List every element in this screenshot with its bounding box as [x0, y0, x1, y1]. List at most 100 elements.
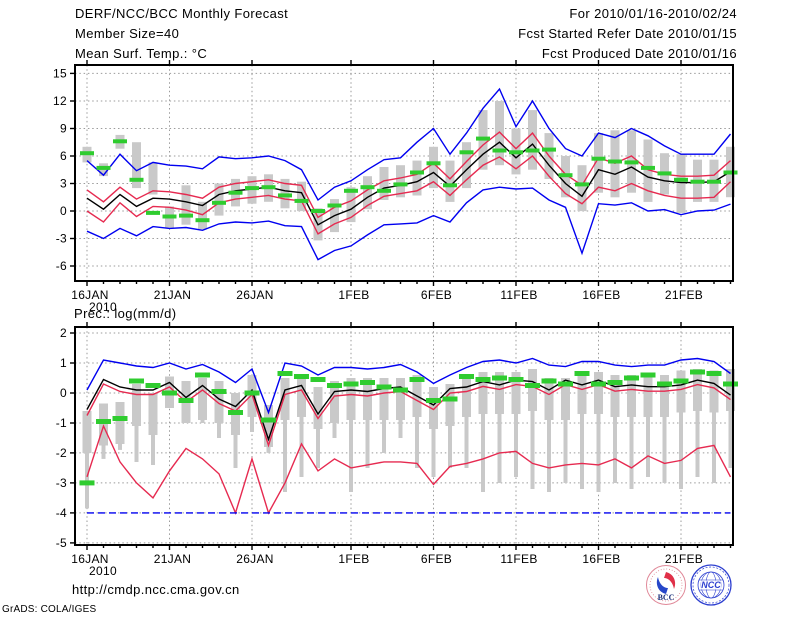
obs-dash: [525, 148, 540, 153]
obs-dash: [673, 378, 689, 384]
spread-bar: [643, 139, 653, 202]
obs-dash: [294, 374, 309, 379]
spread-bar-tail: [233, 435, 238, 468]
spread-bar-tail: [151, 435, 155, 465]
spread-bar-tail: [415, 417, 419, 468]
spread-bar-tail: [547, 420, 551, 492]
x-tick-label: 21FEB: [665, 288, 703, 302]
x-tick-label: 16FEB: [582, 552, 620, 566]
temp-chart-title: Mean Surf. Temp.: °C: [75, 46, 208, 61]
spread-bar: [132, 384, 141, 426]
obs-dash: [360, 185, 375, 190]
obs-dash: [113, 139, 127, 144]
spread-bar: [396, 378, 405, 420]
y-tick-label: -3: [56, 476, 67, 490]
obs-dash: [690, 179, 705, 184]
spread-bar-tail: [728, 411, 733, 468]
spread-bar-tail: [695, 411, 700, 477]
obs-dash: [129, 378, 144, 384]
obs-dash: [178, 398, 194, 403]
spread-bar: [544, 378, 554, 420]
spread-bar: [478, 372, 488, 414]
spread-bar: [280, 378, 290, 420]
spread-bar-tail: [530, 411, 535, 489]
spread-bar: [330, 381, 339, 423]
spread-bar: [726, 369, 735, 411]
x-tick-label: 11FEB: [500, 288, 537, 302]
spread-bar: [462, 142, 471, 189]
obs-dash: [508, 377, 524, 382]
y-tick-label: 12: [53, 94, 67, 108]
spread-bar: [379, 167, 389, 200]
spread-bar-tail: [382, 420, 386, 453]
series-ensemble-min-blue: [86, 186, 731, 261]
spread-bar: [577, 165, 587, 212]
obs-dash: [657, 381, 672, 387]
spread-bar: [462, 375, 471, 417]
spread-bar: [709, 370, 719, 413]
spread-bar-tail: [481, 414, 485, 492]
spread-bar: [693, 369, 702, 411]
spread-bar-tail: [514, 414, 518, 477]
x-tick-label: 1FEB: [338, 288, 369, 302]
obs-dash: [640, 372, 656, 378]
series-lower-spread-red: [86, 155, 731, 235]
bcc-label: BCC: [658, 593, 675, 602]
prec-chart-title: Prec.: log(mm/d): [74, 306, 177, 321]
y-tick-label: 2: [60, 326, 67, 340]
obs-dash: [360, 380, 375, 385]
spread-bar: [528, 110, 537, 170]
obs-dash: [327, 203, 342, 208]
spread-bar: [429, 146, 438, 189]
x-tick-label: 26JAN: [236, 552, 274, 566]
obs-dash: [426, 161, 441, 166]
obs-dash: [723, 170, 738, 175]
spread-bar: [594, 372, 603, 414]
obs-dash: [410, 170, 424, 175]
obs-dash: [311, 209, 325, 213]
spread-bar: [412, 160, 422, 196]
obs-dash: [608, 159, 622, 164]
y-tick-label: 0: [60, 204, 67, 218]
x-tick-label: 11FEB: [500, 552, 537, 566]
obs-dash: [641, 165, 655, 170]
obs-dash: [261, 185, 276, 190]
obs-dash: [591, 156, 606, 161]
spread-bar-tail: [497, 414, 502, 483]
y-tick-label: -5: [56, 536, 67, 550]
series-upper-spread-red: [86, 131, 731, 219]
spread-bar: [132, 142, 141, 189]
obs-dash: [459, 374, 474, 379]
spread-bar-tail: [448, 426, 452, 468]
spread-bar: [445, 384, 455, 426]
y-tick-label: -4: [56, 506, 67, 520]
spread-bar-tail: [332, 423, 337, 438]
temperature-chart: 15 12 9 6 3 0 -3 -6 16JAN 21JAN 26JAN 1FEB 6FEB 11FEB…: [53, 60, 738, 314]
header-left: DERF/NCC/BCC Monthly Forecast Member Siz…: [75, 4, 288, 64]
spread-bar: [198, 378, 207, 420]
spread-bar: [495, 101, 504, 166]
obs-dash: [195, 372, 210, 378]
obs-dash: [442, 396, 458, 402]
obs-dash: [79, 480, 95, 486]
ncc-logo: NCC: [690, 564, 732, 606]
obs-dash: [96, 165, 111, 170]
spread-bar-tail: [431, 429, 436, 477]
obs-dash: [426, 398, 441, 403]
spread-bar-tail: [299, 417, 304, 477]
x-tick-label: 26JAN: [236, 288, 274, 302]
obs-dash: [145, 383, 161, 388]
obs-dash: [228, 190, 243, 195]
obs-dash: [558, 173, 573, 178]
spread-bar: [214, 183, 224, 216]
spread-bar: [313, 387, 323, 429]
obs-dash: [674, 177, 688, 182]
spread-bar: [148, 162, 158, 195]
obs-dash: [327, 383, 342, 388]
spread-bar-tail: [365, 420, 370, 468]
obs-dash: [624, 160, 639, 165]
obs-dash: [195, 218, 210, 223]
x-tick-label: 16JAN: [71, 552, 109, 566]
obs-dash: [244, 390, 260, 396]
spread-bar-tail: [712, 412, 716, 483]
